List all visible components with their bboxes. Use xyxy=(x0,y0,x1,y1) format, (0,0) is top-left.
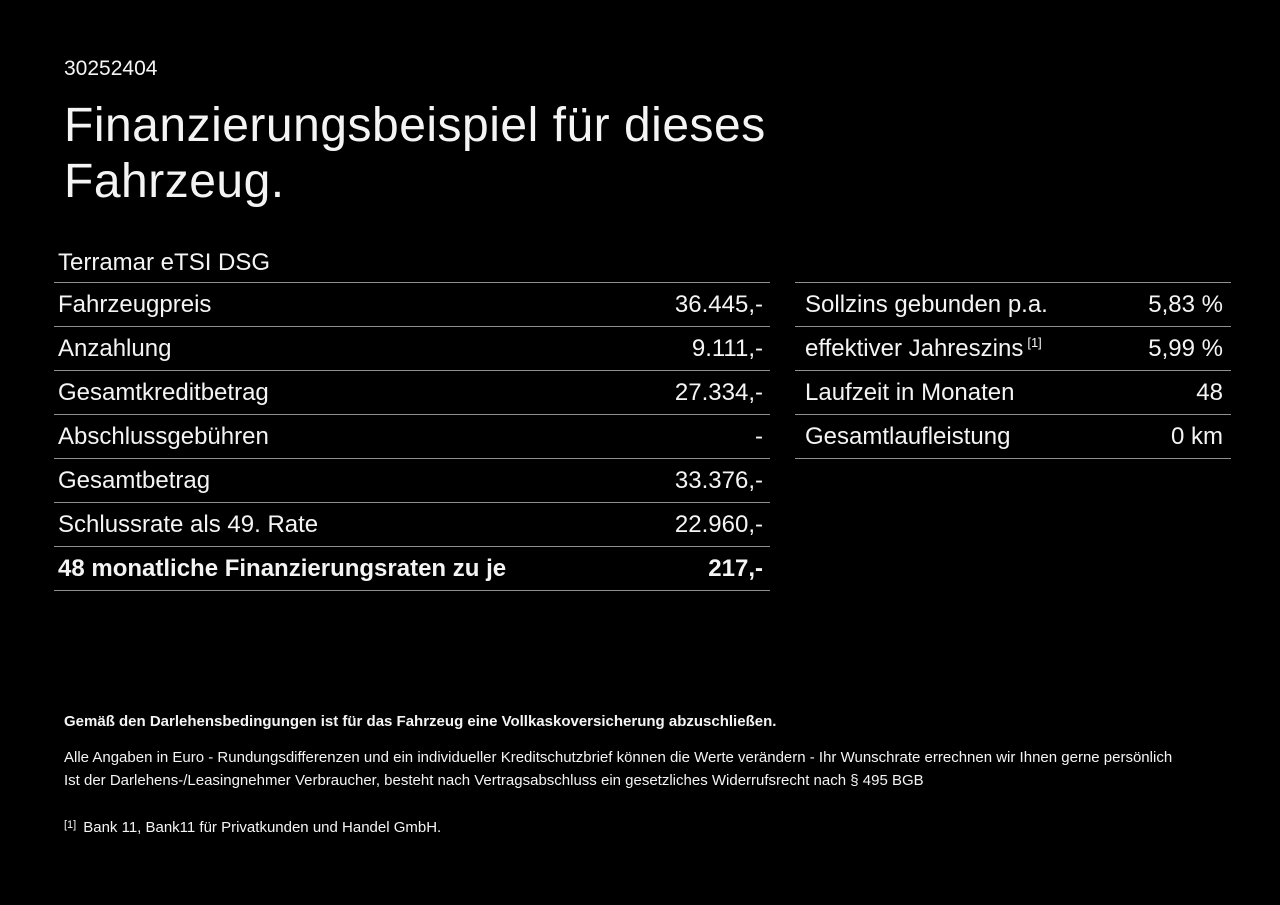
row-value: 9.111,- xyxy=(691,334,763,362)
table-row: Abschlussgebühren - xyxy=(54,415,770,459)
table-row: Schlussrate als 49. Rate 22.960,- xyxy=(54,503,770,547)
finance-table: Fahrzeugpreis 36.445,- Anzahlung 9.111,-… xyxy=(54,282,770,591)
conditions-table: Sollzins gebunden p.a. 5,83 % effektiver… xyxy=(795,282,1231,459)
page-title-line2: Fahrzeug. xyxy=(64,155,285,208)
table-row: Anzahlung 9.111,- xyxy=(54,327,770,371)
footnote-text: Bank 11, Bank11 für Privatkunden und Han… xyxy=(83,819,442,836)
row-label: Anzahlung xyxy=(58,334,172,362)
row-value: 0 km xyxy=(1170,422,1223,450)
disclaimer-line1: Alle Angaben in Euro - Rundungsdifferenz… xyxy=(64,749,1173,766)
financing-tables: Fahrzeugpreis 36.445,- Anzahlung 9.111,-… xyxy=(54,282,1280,591)
table-row: effektiver Jahreszins [1] 5,99 % xyxy=(795,327,1231,371)
row-label: Fahrzeugpreis xyxy=(58,290,212,318)
vehicle-model-name: Terramar eTSI DSG xyxy=(58,249,271,276)
row-value: 27.334,- xyxy=(674,378,763,406)
page-title: Finanzierungsbeispiel für dieses Fahrzeug… xyxy=(64,98,1280,210)
table-row: Gesamtlaufleistung 0 km xyxy=(795,415,1231,459)
row-label: Laufzeit in Monaten xyxy=(805,378,1015,406)
disclaimer-line2: Ist der Darlehens-/Leasingnehmer Verbrau… xyxy=(64,772,924,789)
row-value: - xyxy=(755,422,763,450)
table-row: Fahrzeugpreis 36.445,- xyxy=(54,283,770,327)
vehicle-id: 30252404 xyxy=(64,57,158,80)
table-row: Gesamtbetrag 33.376,- xyxy=(54,459,770,503)
row-label: Gesamtlaufleistung xyxy=(805,422,1011,450)
row-label: Gesamtkreditbetrag xyxy=(58,378,269,406)
legal-footer: Gemäß den Darlehensbedingungen ist für d… xyxy=(64,710,1214,839)
footnote: [1] Bank 11, Bank11 für Privatkunden und … xyxy=(64,814,1214,839)
row-value: 48 xyxy=(1196,378,1223,406)
row-label: Gesamtbetrag xyxy=(58,466,211,494)
row-label: Sollzins gebunden p.a. xyxy=(805,290,1048,318)
page-title-line1: Finanzierungsbeispiel für dieses xyxy=(64,99,766,152)
table-row: Gesamtkreditbetrag 27.334,- xyxy=(54,371,770,415)
row-value: 217,- xyxy=(708,554,763,582)
row-label: effektiver Jahreszins [1] xyxy=(805,335,1042,363)
table-row: Sollzins gebunden p.a. 5,83 % xyxy=(795,283,1231,327)
row-label: 48 monatliche Finanzierungsraten zu je xyxy=(58,554,507,582)
row-value: 5,83 % xyxy=(1148,290,1223,318)
table-row: Laufzeit in Monaten 48 xyxy=(795,371,1231,415)
row-value: 33.376,- xyxy=(674,466,763,494)
footnote-marker: [1] xyxy=(64,819,77,831)
insurance-note: Gemäß den Darlehensbedingungen ist für d… xyxy=(64,713,777,730)
footnote-reference: [1] xyxy=(1027,334,1042,350)
table-row-monthly-rate: 48 monatliche Finanzierungsraten zu je 2… xyxy=(54,547,770,591)
row-label: Abschlussgebühren xyxy=(58,422,269,450)
row-label-text: effektiver Jahreszins xyxy=(805,334,1024,362)
row-value: 36.445,- xyxy=(674,290,763,318)
row-label: Schlussrate als 49. Rate xyxy=(58,510,319,538)
row-value: 5,99 % xyxy=(1148,334,1223,362)
row-value: 22.960,- xyxy=(674,510,763,538)
